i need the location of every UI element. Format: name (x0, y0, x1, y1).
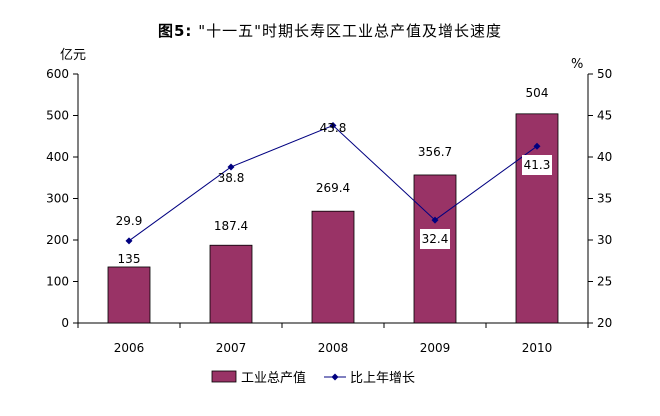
line-point (431, 216, 439, 224)
line-point (227, 163, 235, 171)
bars-group (107, 113, 559, 324)
legend-line-label: 比上年增长 (350, 371, 415, 386)
y-left-tick-label: 100 (46, 275, 69, 289)
line-value-label: 32.4 (422, 232, 449, 246)
chart-title: 图5: "十一五"时期长寿区工业总产值及增长速度 (0, 20, 660, 41)
x-tick-label: 2010 (522, 341, 553, 355)
y-right-unit: % (571, 57, 583, 72)
x-tick-label: 2007 (216, 341, 247, 355)
bar (107, 266, 151, 324)
labels-group: 135 187.4 269.4 356.7 504 29.9 38.8 43.8 32.4 41.… (116, 86, 552, 266)
y-left-tick-label: 200 (46, 233, 69, 247)
y-right-tick-label: 45 (597, 109, 612, 123)
bar (209, 244, 253, 324)
y-left-unit: 亿元 (60, 48, 86, 63)
y-right-tick-label: 35 (597, 192, 612, 206)
y-right-tick-label: 25 (597, 275, 612, 289)
legend-group: 工业总产值 比上年增长 (211, 370, 415, 386)
line-point (125, 237, 133, 245)
line-value-label: 38.8 (218, 171, 245, 185)
legend-line-marker (331, 373, 339, 381)
y-right-tick-label: 50 (597, 67, 612, 81)
bar-value-label: 135 (118, 252, 141, 266)
figure-number: 图5: (157, 22, 193, 40)
line-label-box (420, 229, 450, 249)
y-left-tick-label: 400 (46, 150, 69, 164)
x-tick-label: 2008 (318, 341, 349, 355)
y-right-tick-label: 30 (597, 233, 612, 247)
line-value-label: 41.3 (524, 158, 551, 172)
y-right-tick-label: 40 (597, 150, 612, 164)
legend-bar-swatch (211, 370, 237, 383)
line-value-label: 29.9 (116, 214, 143, 228)
legend-bar-label: 工业总产值 (241, 370, 306, 386)
y-left-tick-label: 600 (46, 67, 69, 81)
line-point (533, 142, 541, 150)
bar-value-label: 187.4 (214, 219, 248, 233)
bar-value-label: 504 (526, 86, 549, 100)
title-text: "十一五"时期长寿区工业总产值及增长速度 (198, 22, 503, 40)
line-point (329, 121, 337, 129)
axes-group: 0 100 200 300 400 500 600 20 25 30 35 40 45 50 亿元% 2006… (46, 48, 612, 355)
line-group (125, 121, 541, 245)
x-tick-label: 2006 (114, 341, 145, 355)
line-value-label: 43.8 (320, 121, 347, 135)
bar-value-label: 356.7 (418, 145, 452, 159)
y-left-tick-label: 0 (61, 316, 69, 330)
x-tick-label: 2009 (420, 341, 451, 355)
line-label-box (522, 155, 552, 175)
y-left-tick-label: 500 (46, 109, 69, 123)
y-right-tick-label: 20 (597, 316, 612, 330)
bar (311, 210, 355, 324)
y-left-tick-label: 300 (46, 192, 69, 206)
bar-value-label: 269.4 (316, 181, 350, 195)
